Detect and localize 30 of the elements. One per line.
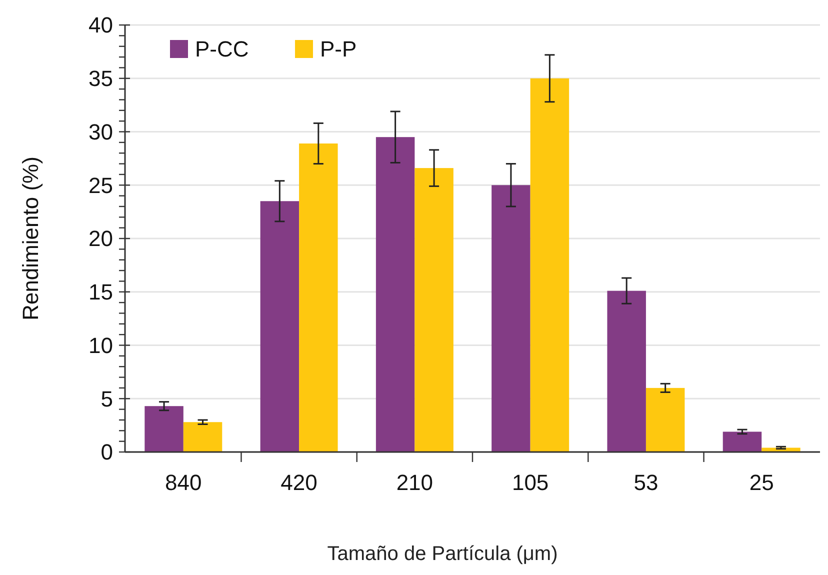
x-tick-label: 840 <box>165 470 202 495</box>
y-tick-label: 30 <box>88 119 113 144</box>
y-axis-title: Rendimiento (%) <box>18 156 43 320</box>
x-tick-label: 210 <box>396 470 434 495</box>
legend-label: P-CC <box>195 36 249 62</box>
y-tick-label: 10 <box>88 332 113 358</box>
bar <box>492 185 530 452</box>
bar <box>722 432 762 452</box>
y-tick-label: 15 <box>88 280 113 305</box>
bar <box>183 422 222 452</box>
bar <box>607 290 646 452</box>
y-tick-label: 40 <box>88 12 113 38</box>
x-axis-title: Tamaño de Partícula (μm) <box>327 543 558 565</box>
bar <box>646 388 685 452</box>
y-tick-label: 20 <box>88 226 113 252</box>
y-tick-label: 25 <box>88 172 113 198</box>
bar <box>376 137 415 452</box>
bar <box>299 143 338 452</box>
x-tick-label: 105 <box>512 470 549 495</box>
x-tick-label: 25 <box>749 470 774 495</box>
legend-label: P-P <box>320 36 357 62</box>
y-tick-label: 35 <box>88 66 113 92</box>
x-tick-label: 53 <box>634 470 658 495</box>
y-tick-label: 5 <box>100 386 113 412</box>
bar <box>144 406 184 452</box>
bar <box>530 78 570 452</box>
x-tick-label: 420 <box>280 470 318 495</box>
bar <box>414 168 454 452</box>
bar <box>260 201 300 452</box>
y-tick-label: 0 <box>100 440 113 465</box>
